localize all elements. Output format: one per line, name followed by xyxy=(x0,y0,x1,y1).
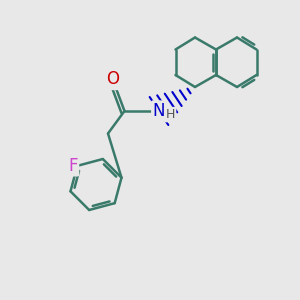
Text: F: F xyxy=(68,157,78,175)
Text: H: H xyxy=(166,108,175,121)
Text: N: N xyxy=(153,102,165,120)
Text: O: O xyxy=(106,70,119,88)
